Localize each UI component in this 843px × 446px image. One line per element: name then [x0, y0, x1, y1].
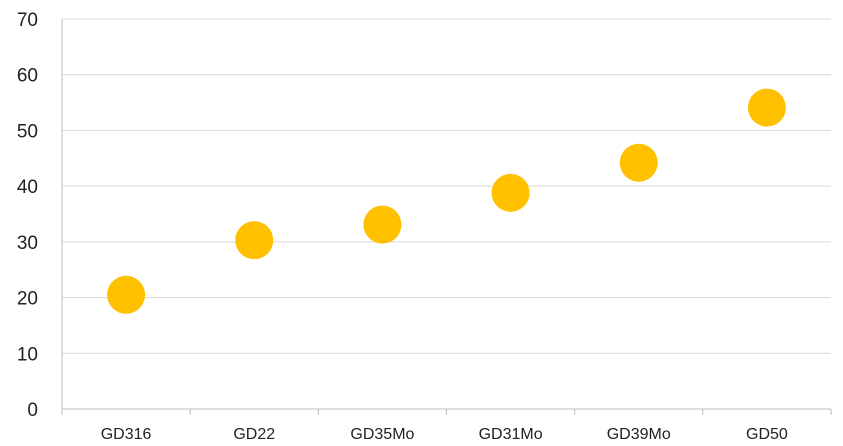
axes: [61, 19, 832, 415]
gridlines: [62, 18, 831, 354]
data-point-gd316: [107, 275, 146, 314]
data-points: [107, 88, 786, 314]
y-axis-tick-labels: 0 10 20 30 40 50 60 70: [17, 10, 38, 421]
data-point-gd50: [747, 88, 786, 127]
y-tick-label-30: 30: [17, 233, 38, 254]
x-category-label-gd35mo: GD35Mo: [350, 426, 414, 443]
y-tick-label-20: 20: [17, 289, 38, 310]
x-category-label-gd22: GD22: [233, 426, 275, 443]
x-category-label-gd31mo: GD31Mo: [479, 426, 543, 443]
y-tick-label-10: 10: [17, 344, 38, 365]
data-point-gd22: [235, 221, 274, 260]
y-tick-label-0: 0: [27, 400, 38, 421]
y-tick-label-60: 60: [17, 66, 38, 87]
y-tick-label-40: 40: [17, 177, 38, 198]
x-category-label-gd39mo: GD39Mo: [607, 426, 671, 443]
y-tick-label-70: 70: [17, 10, 38, 31]
data-point-gd39mo: [619, 143, 658, 182]
data-point-gd31mo: [491, 173, 530, 212]
data-point-gd35mo: [363, 205, 402, 244]
x-category-label-gd50: GD50: [746, 426, 788, 443]
x-axis-category-labels: GD316 GD22 GD35Mo GD31Mo GD39Mo GD50: [101, 426, 788, 443]
y-tick-label-50: 50: [17, 121, 38, 142]
x-category-label-gd316: GD316: [101, 426, 152, 443]
